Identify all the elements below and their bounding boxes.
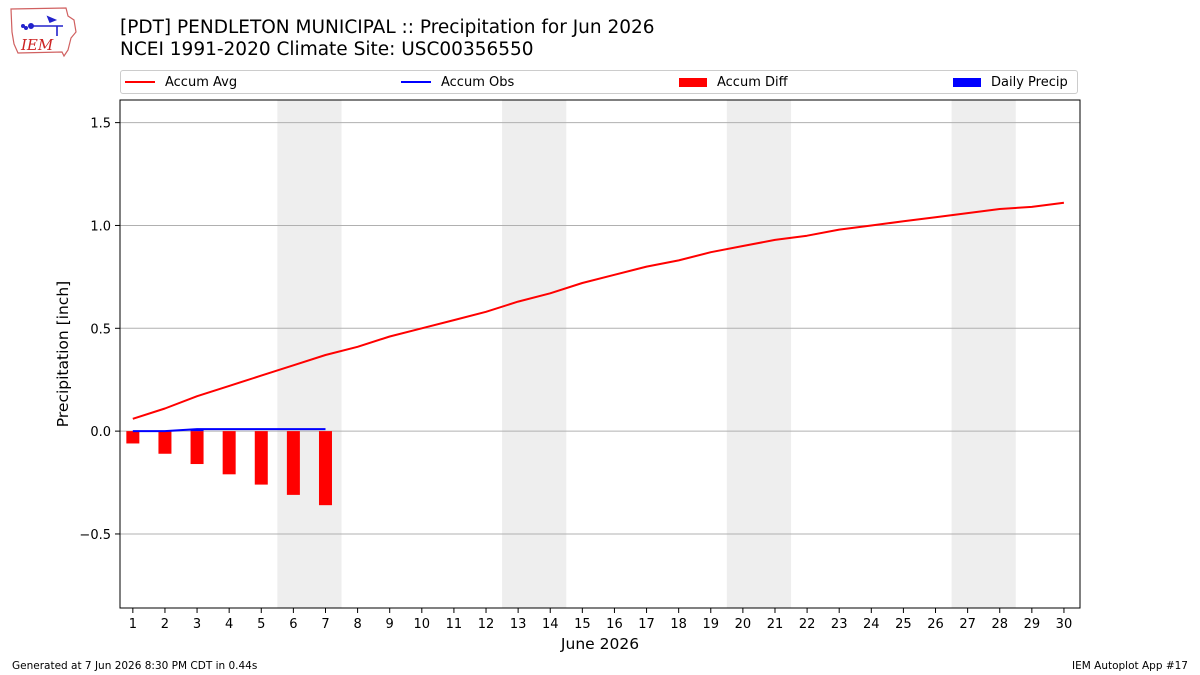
legend-swatch bbox=[679, 77, 707, 87]
legend-label: Accum Obs bbox=[441, 74, 515, 90]
legend-swatch bbox=[953, 77, 981, 87]
weekend-band bbox=[502, 100, 567, 608]
x-tick-label: 1 bbox=[129, 617, 137, 632]
x-tick-label: 15 bbox=[574, 617, 591, 632]
plot-frame bbox=[119, 99, 1081, 609]
bar-accum-diff bbox=[158, 431, 172, 454]
x-tick-label: 25 bbox=[895, 617, 912, 632]
iem-logo: IEM bbox=[10, 7, 77, 58]
x-tick-label: 23 bbox=[831, 617, 848, 632]
legend-item-daily-precip: Daily Precip bbox=[953, 71, 1068, 93]
bar-accum-diff bbox=[126, 431, 140, 444]
x-tick-label: 19 bbox=[702, 617, 719, 632]
logo-text: IEM bbox=[20, 36, 54, 54]
legend-item-accum-obs: Accum Obs bbox=[401, 71, 514, 93]
line-accum-avg bbox=[132, 201, 1065, 420]
x-tick-label: 11 bbox=[446, 617, 463, 632]
x-tick-label: 27 bbox=[959, 617, 976, 632]
bar-accum-diff bbox=[286, 431, 300, 495]
bar-accum-diff bbox=[190, 431, 204, 465]
x-tick-label: 20 bbox=[735, 617, 752, 632]
legend-swatch bbox=[401, 81, 431, 83]
legend-label: Accum Diff bbox=[717, 74, 788, 90]
x-tick-label: 7 bbox=[321, 617, 329, 632]
line-accum-obs bbox=[132, 428, 326, 433]
x-tick-label: 8 bbox=[353, 617, 361, 632]
x-tick-label: 29 bbox=[1024, 617, 1041, 632]
weekend-band bbox=[951, 100, 1016, 608]
y-tick-label: 1.5 bbox=[90, 117, 111, 132]
x-tick-label: 10 bbox=[414, 617, 431, 632]
bar-accum-diff bbox=[318, 431, 332, 506]
x-tick-label: 24 bbox=[863, 617, 880, 632]
legend-item-accum-avg: Accum Avg bbox=[125, 71, 237, 93]
x-tick-label: 13 bbox=[510, 617, 527, 632]
x-tick-label: 12 bbox=[478, 617, 495, 632]
x-tick-label: 30 bbox=[1056, 617, 1073, 632]
y-tick-label: 1.0 bbox=[90, 219, 111, 234]
x-tick-label: 14 bbox=[542, 617, 559, 632]
x-tick-label: 5 bbox=[257, 617, 265, 632]
x-tick-label: 28 bbox=[991, 617, 1008, 632]
x-tick-label: 4 bbox=[225, 617, 233, 632]
y-tick-label: 0.0 bbox=[90, 425, 111, 440]
weather-station-icon bbox=[21, 15, 63, 36]
x-tick-label: 2 bbox=[161, 617, 169, 632]
legend: Accum Avg Accum Obs Accum Diff Daily Pre… bbox=[120, 70, 1078, 94]
x-axis-label: June 2026 bbox=[560, 635, 639, 653]
chart-subtitle: NCEI 1991-2020 Climate Site: USC00356550 bbox=[120, 39, 534, 60]
x-tick-label: 18 bbox=[670, 617, 687, 632]
legend-swatch bbox=[125, 81, 155, 83]
chart-title: [PDT] PENDLETON MUNICIPAL :: Precipitati… bbox=[120, 17, 655, 38]
x-tick-label: 22 bbox=[799, 617, 816, 632]
x-tick-label: 3 bbox=[193, 617, 201, 632]
generated-timestamp: Generated at 7 Jun 2026 8:30 PM CDT in 0… bbox=[12, 660, 258, 672]
bar-accum-diff bbox=[222, 431, 236, 475]
legend-label: Accum Avg bbox=[165, 74, 238, 90]
y-tick-label: −0.5 bbox=[79, 528, 111, 543]
weekend-band bbox=[726, 100, 792, 608]
x-tick-label: 26 bbox=[927, 617, 944, 632]
y-axis-label: Precipitation [inch] bbox=[54, 281, 72, 427]
x-tick-label: 6 bbox=[289, 617, 297, 632]
legend-item-accum-diff: Accum Diff bbox=[679, 71, 788, 93]
x-tick-label: 16 bbox=[606, 617, 623, 632]
app-label: IEM Autoplot App #17 bbox=[1072, 660, 1188, 672]
x-tick-label: 21 bbox=[767, 617, 784, 632]
x-tick-label: 17 bbox=[638, 617, 655, 632]
x-tick-label: 9 bbox=[386, 617, 394, 632]
legend-label: Daily Precip bbox=[991, 74, 1068, 90]
y-tick-label: 0.5 bbox=[90, 322, 111, 337]
bar-accum-diff bbox=[254, 431, 268, 485]
